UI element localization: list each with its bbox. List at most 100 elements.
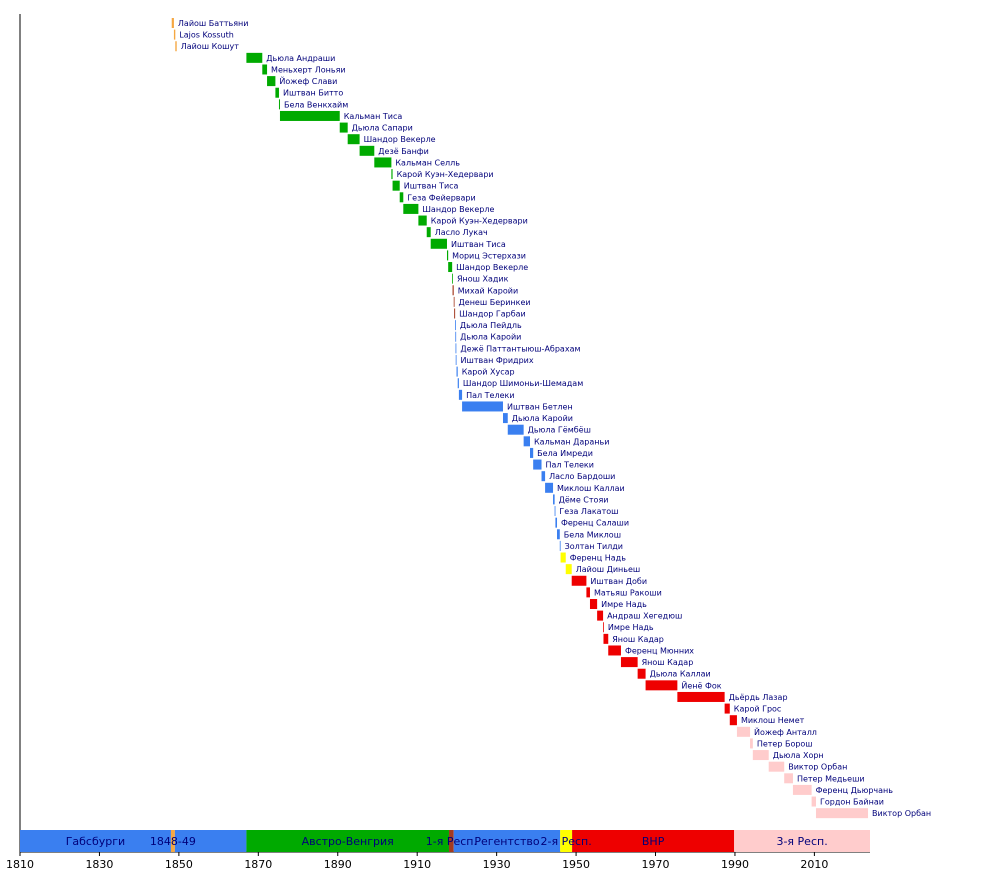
- minister-bar: [571, 575, 587, 586]
- minister-label: Мориц Эстерхази: [452, 251, 526, 260]
- minister-bar: [171, 18, 174, 28]
- minister-label: Карой Куэн-Хедервари: [397, 170, 494, 179]
- minister-label: Ференц Мюнних: [625, 646, 694, 655]
- minister-label: Дьюла Каройи: [512, 414, 573, 423]
- minister-label: Дьюла Андраши: [266, 54, 335, 63]
- minister-label: Иштван Фридрих: [461, 356, 534, 365]
- minister-label: Дезё Банфи: [378, 147, 429, 156]
- x-tick-label: 1950: [562, 858, 590, 871]
- minister-label: Дьюла Сапари: [352, 124, 413, 133]
- minister-label: Виктор Орбан: [788, 763, 847, 772]
- minister-label: Ференц Надь: [570, 554, 626, 563]
- minister-bar: [278, 99, 280, 110]
- minister-bar: [545, 482, 554, 493]
- x-tick-label: 1970: [642, 858, 670, 871]
- minister-label: Дьёрдь Лазар: [729, 693, 788, 702]
- minister-label: Янош Хадик: [457, 275, 509, 284]
- minister-label: Карой Хусар: [462, 368, 515, 377]
- minister-bar: [533, 459, 542, 470]
- minister-label: Бела Миклош: [564, 530, 621, 539]
- minister-bar: [597, 610, 604, 621]
- minister-bar: [784, 773, 793, 784]
- era-label: 1848-49: [150, 835, 196, 848]
- minister-label: Денеш Беринкеи: [459, 298, 531, 307]
- minister-bar: [608, 645, 621, 656]
- minister-label: Иштван Бетлен: [507, 402, 573, 411]
- minister-label: Шандор Шимоньи-Шемадам: [463, 379, 583, 388]
- minister-bar: [586, 587, 590, 598]
- minister-label: Имре Надь: [601, 600, 647, 609]
- minister-label: Ференц Салаши: [561, 519, 629, 528]
- minister-bar: [555, 517, 558, 528]
- minister-label: Миклош Каллаи: [557, 484, 625, 493]
- minister-label: Lajos Kossuth: [179, 31, 234, 40]
- minister-bar: [736, 726, 751, 737]
- minister-bar: [426, 227, 431, 238]
- minister-label: Виктор Орбан: [872, 809, 931, 818]
- minister-bar: [173, 29, 176, 40]
- minister-bar: [458, 389, 463, 400]
- minister-label: Карой Куэн-Хедервари: [431, 217, 528, 226]
- minister-label: Ласло Лукач: [435, 228, 488, 237]
- minister-bar: [392, 180, 400, 191]
- minister-bar: [603, 622, 604, 633]
- minister-bar: [175, 41, 177, 52]
- minister-label: Иштван Тиса: [404, 182, 459, 191]
- minister-label: Янош Кадар: [612, 635, 664, 644]
- minister-bar: [262, 64, 268, 75]
- minister-bar: [267, 76, 276, 87]
- era-segment: [560, 830, 573, 852]
- minister-label: Пал Телеки: [546, 461, 594, 470]
- era-segment: [246, 830, 449, 852]
- minister-label: Дежё Паттантыюш-Абрахам: [460, 344, 580, 353]
- minister-bar: [446, 250, 449, 261]
- minister-bar: [399, 192, 404, 203]
- minister-label: Иштван Тиса: [451, 240, 506, 249]
- minister-bar: [620, 657, 638, 668]
- era-segment: [453, 830, 561, 852]
- minister-bar: [603, 633, 609, 644]
- minister-label: Миклош Немет: [741, 716, 805, 725]
- minister-label: Шандор Векерле: [364, 135, 436, 144]
- minister-label: Дёме Стояи: [559, 495, 609, 504]
- minister-bar: [453, 296, 455, 307]
- minister-bar: [768, 761, 785, 772]
- minister-label: Дьюла Каройи: [460, 333, 521, 342]
- minister-label: Меньхерт Лоньяи: [271, 65, 346, 74]
- minister-label: Матьяш Ракоши: [594, 588, 662, 597]
- minister-label: Имре Надь: [608, 623, 654, 632]
- minister-bar: [750, 738, 753, 749]
- minister-label: Геза Фейервари: [407, 193, 475, 202]
- era-segment: [20, 830, 171, 852]
- minister-label: Михай Каройи: [458, 286, 518, 295]
- minister-bar: [403, 203, 419, 214]
- minister-bar: [507, 424, 524, 435]
- x-tick-label: 2010: [800, 858, 828, 871]
- minister-label: Лайош Баттьяни: [178, 19, 249, 28]
- era-label: 2-я Респ.: [541, 835, 592, 848]
- minister-label: Дьюла Каллаи: [650, 670, 711, 679]
- minister-label: Янош Кадар: [642, 658, 694, 667]
- minister-label: Иштван Битто: [283, 89, 343, 98]
- minister-bar: [560, 552, 566, 563]
- minister-label: Кальман Селль: [395, 158, 460, 167]
- minister-bar: [452, 273, 453, 284]
- era-segment: [734, 830, 870, 852]
- minister-label: Петер Борош: [757, 739, 813, 748]
- minister-bar: [815, 808, 869, 819]
- minister-label: Йенё Фок: [681, 679, 721, 690]
- x-tick-label: 1830: [85, 858, 113, 871]
- minister-label: Йожеф Слави: [279, 75, 337, 86]
- minister-bar: [347, 134, 360, 145]
- minister-label: Геза Лакатош: [559, 507, 618, 516]
- minister-bar: [246, 52, 263, 63]
- x-tick-label: 1990: [721, 858, 749, 871]
- minister-label: Пал Телеки: [466, 391, 514, 400]
- minister-label: Кальман Тиса: [344, 112, 403, 121]
- minister-bar: [530, 447, 534, 458]
- minister-label: Ференц Дьюрчань: [816, 786, 894, 795]
- minister-bar: [359, 145, 375, 156]
- era-segment: [174, 830, 247, 852]
- minister-bar: [752, 750, 769, 761]
- minister-label: Шандор Векерле: [422, 205, 494, 214]
